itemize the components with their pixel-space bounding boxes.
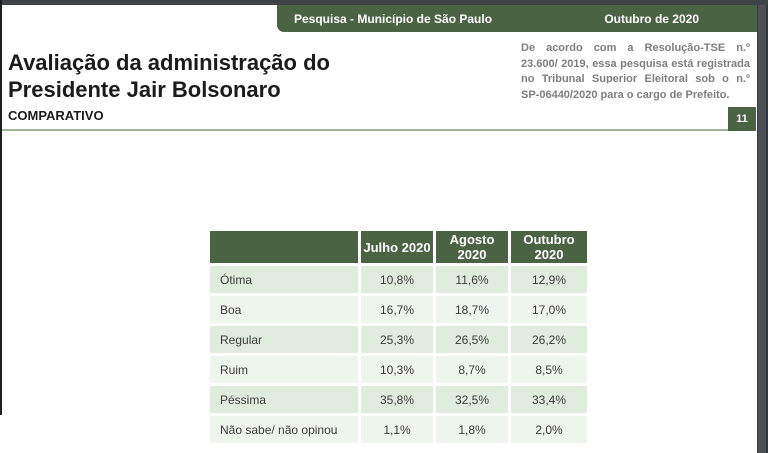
cell-value: 26,5% xyxy=(436,326,508,353)
page-number-badge: 11 xyxy=(728,107,756,131)
cell-value: 8,5% xyxy=(511,356,587,383)
cell-value: 10,8% xyxy=(361,266,433,293)
disclaimer-line: SP-06440/2020 para o cargo de Prefeito. xyxy=(521,88,730,101)
cell-value: 11,6% xyxy=(436,266,508,293)
page-title-line2: Presidente Jair Bolsonaro xyxy=(8,77,281,102)
page-subtitle: COMPARATIVO xyxy=(8,108,104,123)
cell-value: 33,4% xyxy=(511,386,587,413)
col-header-julho-2020: Julho 2020 xyxy=(361,231,433,263)
disclaimer-line: 23.600/ 2019, essa pesquisa está registr… xyxy=(521,57,750,70)
table-corner-cell xyxy=(210,231,358,263)
cell-value: 25,3% xyxy=(361,326,433,353)
viewer-right-edge xyxy=(757,0,768,453)
cell-value: 8,7% xyxy=(436,356,508,383)
row-label: Boa xyxy=(210,296,358,323)
cell-value: 17,0% xyxy=(511,296,587,323)
row-label: Não sabe/ não opinou xyxy=(210,416,358,443)
comparison-table: Julho 2020 Agosto 2020 Outubro 2020 Ótim… xyxy=(207,228,590,446)
viewer-top-edge xyxy=(0,0,768,5)
row-label: Ruim xyxy=(210,356,358,383)
table-row: Ruim 10,3% 8,7% 8,5% xyxy=(210,356,587,383)
cell-value: 26,2% xyxy=(511,326,587,353)
page-left-border xyxy=(0,0,2,415)
title-block: Avaliação da administração do Presidente… xyxy=(8,49,468,123)
header-bar-date-label: Outubro de 2020 xyxy=(604,11,699,26)
table-row: Não sabe/ não opinou 1,1% 1,8% 2,0% xyxy=(210,416,587,443)
table-row: Ótima 10,8% 11,6% 12,9% xyxy=(210,266,587,293)
cell-value: 2,0% xyxy=(511,416,587,443)
row-label: Regular xyxy=(210,326,358,353)
cell-value: 1,8% xyxy=(436,416,508,443)
table-row: Péssima 35,8% 32,5% 33,4% xyxy=(210,386,587,413)
col-header-agosto-2020: Agosto 2020 xyxy=(436,231,508,263)
table-row: Boa 16,7% 18,7% 17,0% xyxy=(210,296,587,323)
header-bar: Pesquisa - Município de São Paulo Outubr… xyxy=(277,5,757,32)
separator-line xyxy=(0,129,756,131)
table-header-row: Julho 2020 Agosto 2020 Outubro 2020 xyxy=(210,231,587,263)
header-bar-survey-label: Pesquisa - Município de São Paulo xyxy=(294,11,493,26)
page-title-line1: Avaliação da administração do xyxy=(8,50,330,75)
tse-disclaimer: De acordo com a Resolução-TSE n.º 23.600… xyxy=(521,41,750,103)
data-table: Julho 2020 Agosto 2020 Outubro 2020 Ótim… xyxy=(207,228,590,446)
cell-value: 12,9% xyxy=(511,266,587,293)
cell-value: 1,1% xyxy=(361,416,433,443)
disclaimer-line: no Tribunal Superior Eleitoral sob o n.º xyxy=(521,72,750,88)
page-number: 11 xyxy=(736,113,748,125)
row-label: Péssima xyxy=(210,386,358,413)
table-row: Regular 25,3% 26,5% 26,2% xyxy=(210,326,587,353)
disclaimer-line: De acordo com a Resolução-TSE n.º xyxy=(521,42,750,54)
cell-value: 10,3% xyxy=(361,356,433,383)
cell-value: 35,8% xyxy=(361,386,433,413)
cell-value: 18,7% xyxy=(436,296,508,323)
cell-value: 32,5% xyxy=(436,386,508,413)
row-label: Ótima xyxy=(210,266,358,293)
cell-value: 16,7% xyxy=(361,296,433,323)
col-header-outubro-2020: Outubro 2020 xyxy=(511,231,587,263)
